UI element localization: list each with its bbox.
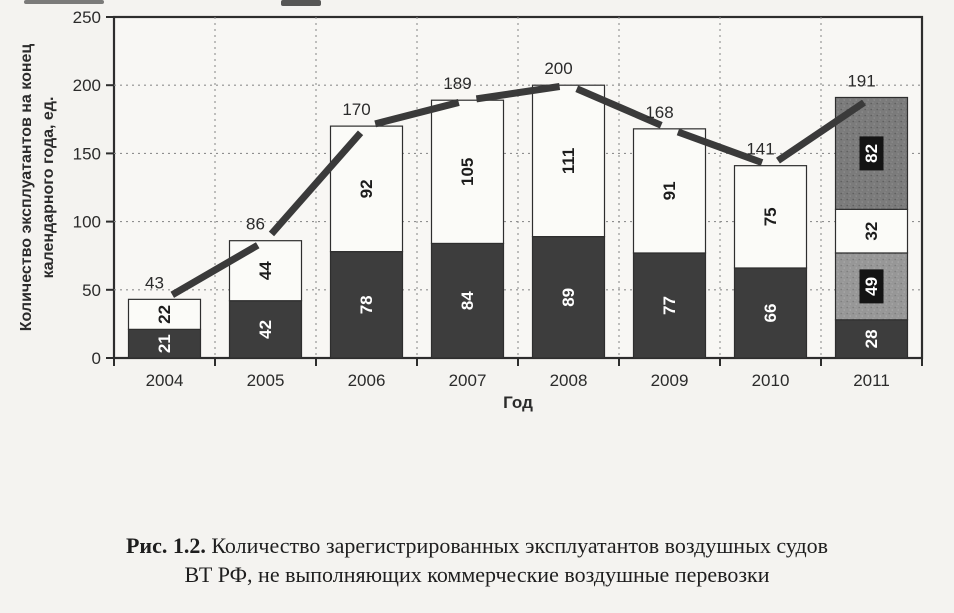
total-value-label: 43 — [145, 273, 164, 292]
bar-segment — [430, 242, 505, 359]
trend-line-segment — [170, 242, 260, 298]
segment-value-label: 22 — [155, 305, 174, 324]
segment-value-label: 92 — [357, 179, 376, 198]
segment-value-label: 44 — [256, 261, 275, 280]
x-tick-label: 2006 — [348, 371, 386, 390]
segment-value-label: 77 — [660, 296, 679, 315]
segment-value-label: 111 — [559, 148, 578, 175]
y-tick-label: 250 — [73, 8, 101, 27]
bar-segment — [228, 300, 303, 359]
total-value-label: 86 — [246, 215, 265, 234]
total-value-label: 191 — [847, 71, 875, 90]
segment-value-label: 42 — [256, 320, 275, 339]
segment-value-label: 84 — [458, 291, 477, 310]
segment-label-box — [859, 269, 884, 304]
scan-smudge — [281, 0, 321, 6]
total-value-label: 168 — [645, 103, 673, 122]
total-value-label: 189 — [443, 74, 471, 93]
trend-line-segment — [575, 85, 663, 129]
x-tick-label: 2011 — [853, 371, 890, 390]
segment-value-label: 89 — [559, 288, 578, 307]
x-tick-label: 2008 — [550, 371, 588, 390]
trend-line-segment — [475, 83, 561, 103]
figure-caption-line1: Количество зарегистрированных эксплуатан… — [211, 533, 829, 558]
segment-value-label: 82 — [862, 144, 881, 163]
total-value-label: 200 — [544, 59, 572, 78]
x-tick-label: 2009 — [651, 371, 689, 390]
segment-label-box — [859, 136, 884, 171]
y-tick-label: 50 — [82, 281, 101, 300]
bar-segment — [733, 165, 808, 269]
x-axis-title: Год — [503, 393, 533, 412]
y-axis-title: календарного года, ед. — [40, 97, 57, 279]
bar-segment — [228, 240, 303, 302]
figure-caption-number: Рис. 1.2. — [125, 533, 206, 558]
bar-segment — [329, 125, 404, 253]
trend-line-segment — [776, 99, 866, 164]
bar-segment — [531, 84, 606, 238]
figure-caption-line2: ВТ РФ, не выполняющих коммерческие возду… — [184, 562, 770, 587]
total-value-label: 170 — [342, 100, 370, 119]
bar-segment — [632, 128, 707, 254]
y-tick-label: 0 — [92, 349, 101, 368]
segment-value-label: 105 — [458, 158, 477, 186]
operators-stacked-bar-chart: 0 50 100 150 200 250 21 22 42 44 78 92 84 105 89 111 77 9… — [18, 8, 924, 412]
y-tick-label: 100 — [73, 213, 101, 232]
x-tick-label: 2010 — [752, 371, 790, 390]
trend-line-segment — [374, 99, 460, 128]
trend-line-segment — [268, 130, 364, 237]
figure-caption: Рис. 1.2. Количество зарегистрированных … — [0, 531, 954, 589]
bar-segment — [531, 236, 606, 359]
bar-segment — [329, 251, 404, 359]
segment-value-label: 75 — [761, 207, 780, 226]
bar-segment — [430, 99, 505, 245]
bar-segment — [834, 319, 909, 359]
total-value-label: 141 — [746, 140, 774, 159]
trend-line-segment — [676, 128, 764, 166]
y-tick-label: 150 — [73, 144, 101, 163]
segment-value-label: 66 — [761, 304, 780, 323]
y-tick-label: 200 — [73, 76, 101, 95]
segment-value-label: 78 — [357, 295, 376, 314]
bar-segment — [632, 252, 707, 359]
segment-value-label: 28 — [862, 329, 881, 348]
chart-legend: АОН акционерные общества АОН прочие орга… — [0, 425, 954, 527]
x-tick-label: 2007 — [449, 371, 487, 390]
x-tick-label: 2005 — [247, 371, 285, 390]
x-tick-label: 2004 — [146, 371, 184, 390]
bar-segment — [127, 298, 202, 330]
y-axis-title: Количество эксплуатантов на конец — [18, 44, 35, 332]
segment-value-label: 32 — [862, 222, 881, 241]
bar-segment — [127, 328, 202, 359]
segment-value-label: 91 — [660, 181, 679, 200]
bar-segment — [733, 267, 808, 359]
segment-value-label: 21 — [155, 334, 174, 353]
segment-value-label: 49 — [862, 277, 881, 296]
scan-smudge — [24, 0, 104, 4]
